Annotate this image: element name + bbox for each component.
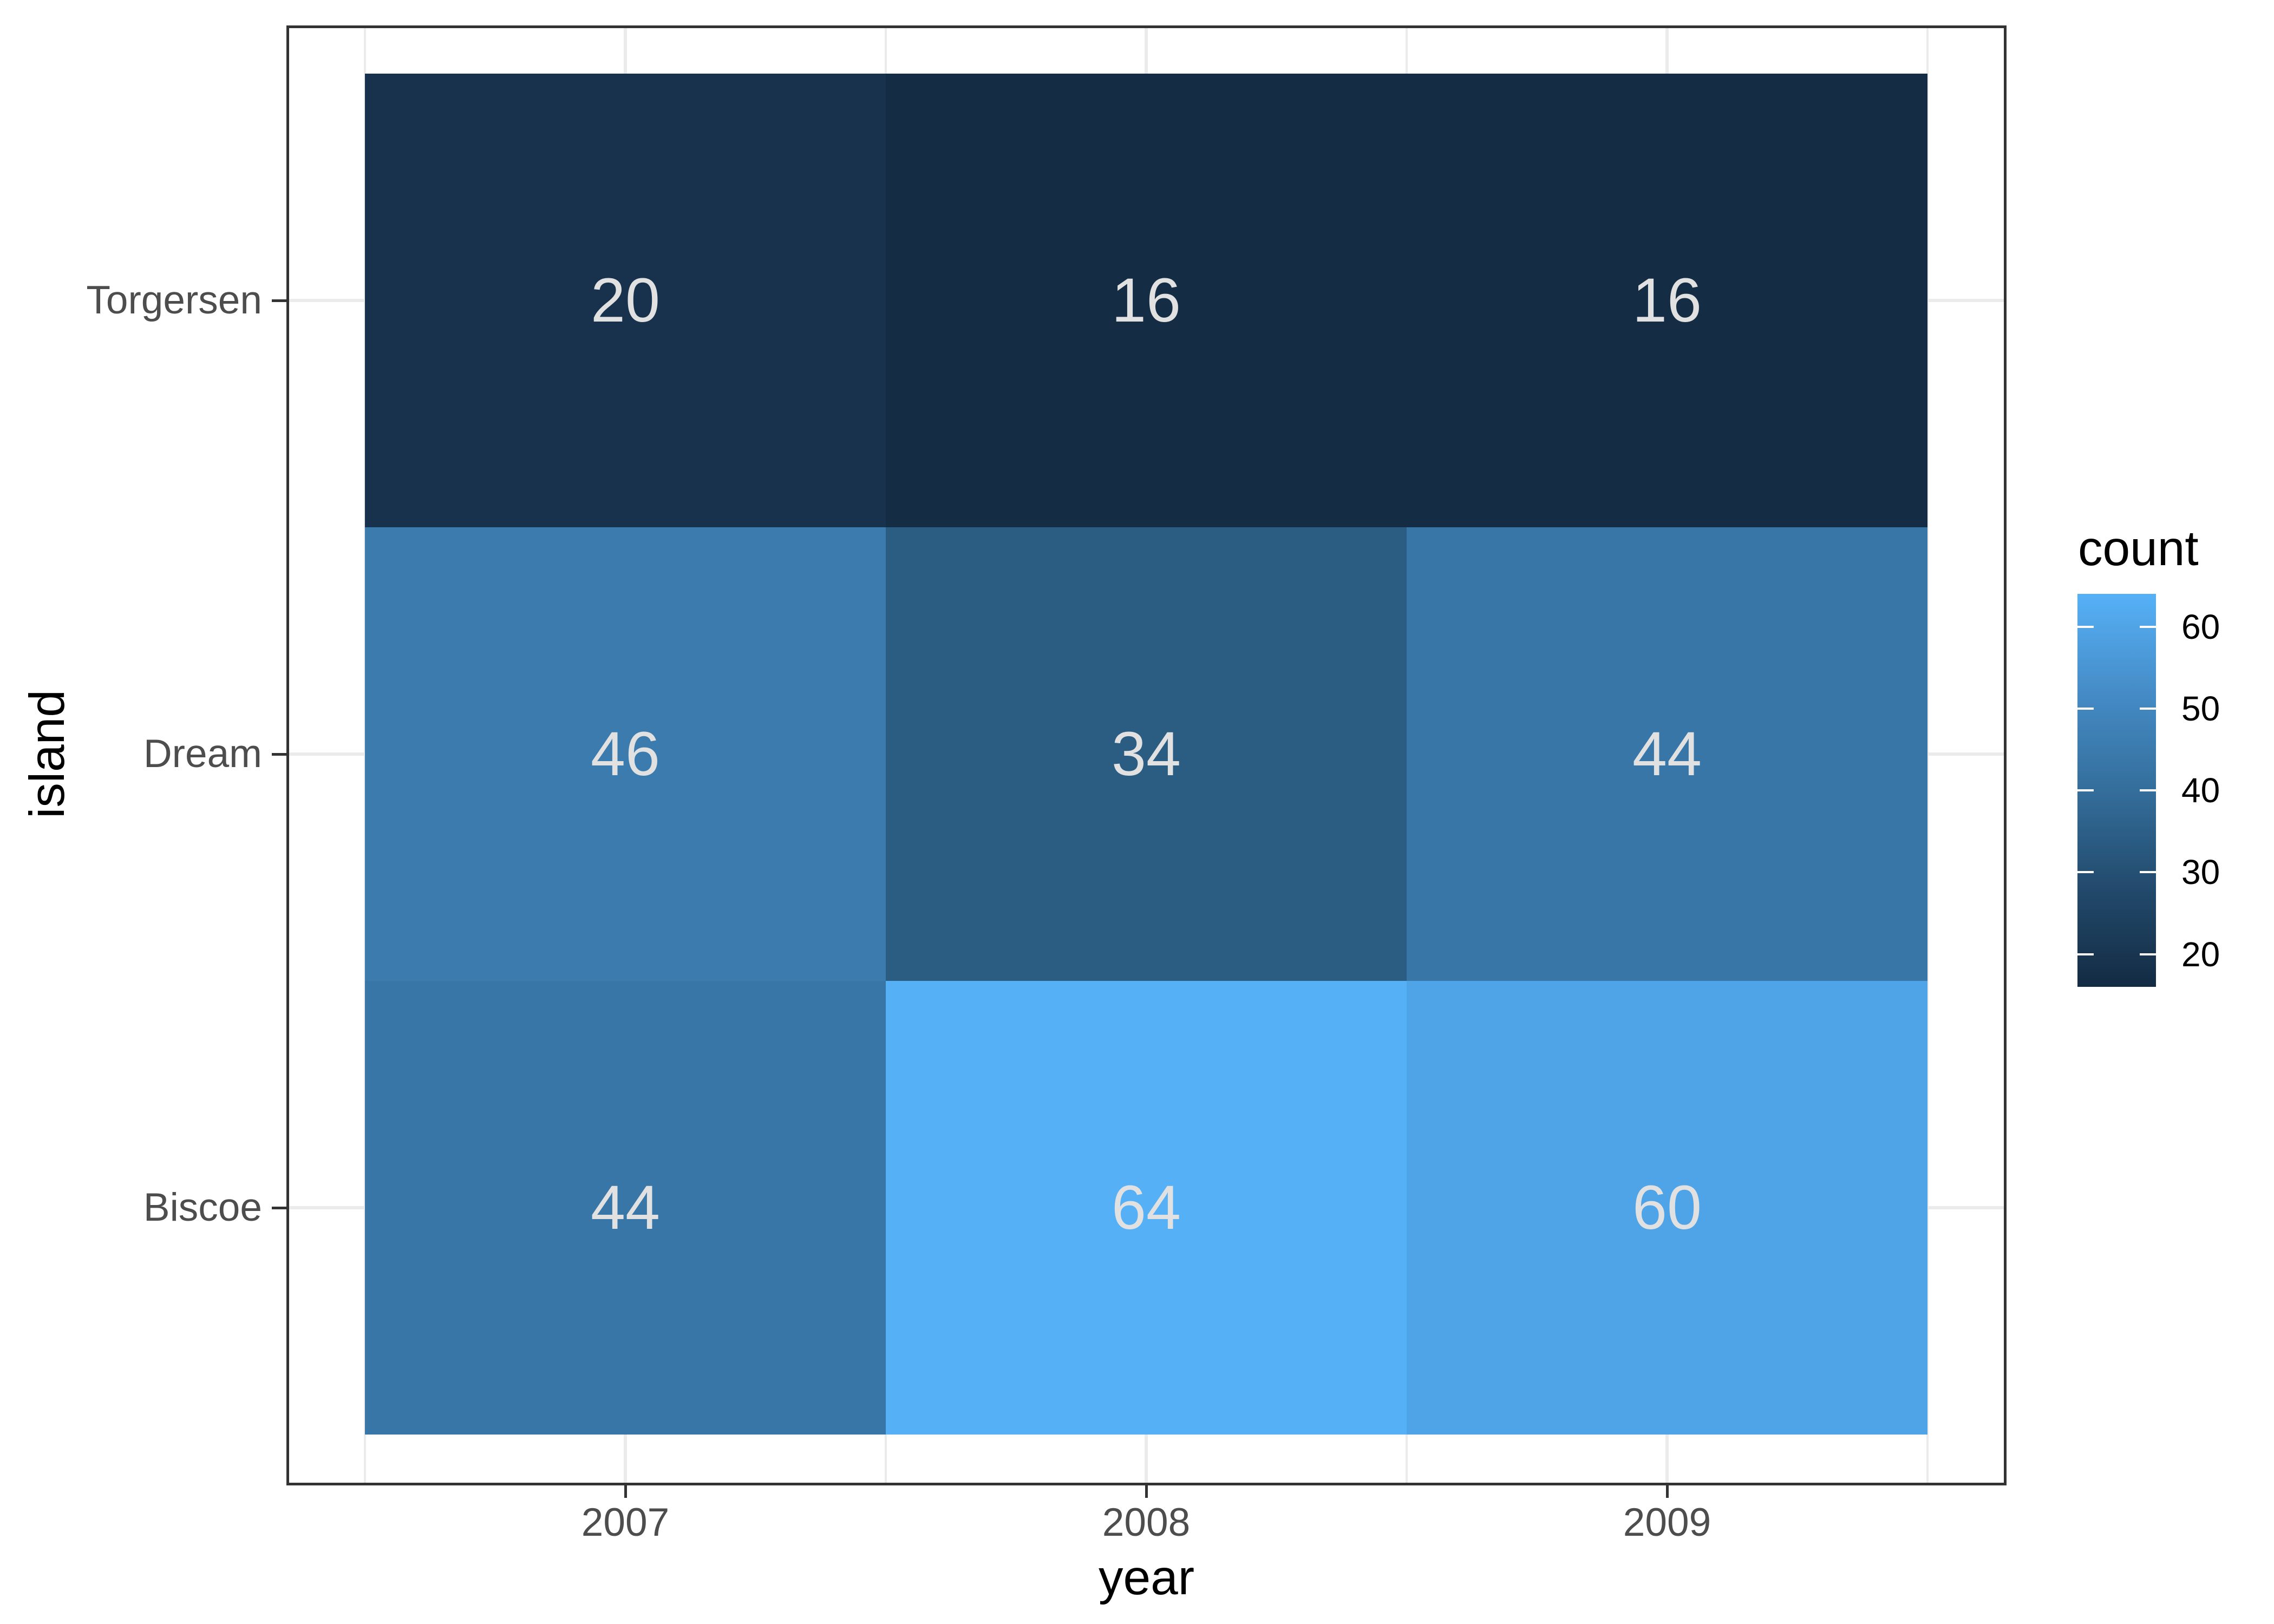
tile-value-label: 20 [591,265,660,335]
heatmap-tile-dream-2009: 44 [1407,527,1927,981]
legend-tick-mark [2077,707,2094,710]
legend-tick-mark [2140,953,2156,955]
y-axis-title: island [20,690,75,818]
heatmap-tile-biscoe-2008: 64 [886,981,1407,1435]
x-axis-title: year [1098,1550,1195,1605]
tile-value-label: 64 [1112,1173,1181,1242]
heatmap-tile-dream-2007: 46 [365,527,886,981]
legend-tick-label: 20 [2181,934,2220,974]
x-tick-label: 2008 [1102,1501,1191,1544]
legend-tick-mark [2077,625,2094,628]
tile-value-label: 44 [591,1173,660,1242]
y-tick-label: Biscoe [143,1186,262,1229]
legend-tick-mark [2077,953,2094,955]
y-tick-mark [272,1206,286,1209]
heatmap-tile-biscoe-2007: 44 [365,981,886,1435]
legend-tick-mark [2140,789,2156,791]
legend-title: count [2078,521,2199,576]
legend-tick-label: 50 [2181,689,2220,728]
legend-tick-mark [2140,707,2156,710]
legend-tick-mark [2140,871,2156,874]
heatmap-tile-torgersen-2008: 16 [886,74,1407,527]
y-tick-label: Torgersen [86,278,262,322]
x-tick-mark [1145,1485,1148,1498]
x-tick-mark [1665,1485,1669,1498]
heatmap-tile-biscoe-2009: 60 [1407,981,1927,1435]
y-tick-mark [272,752,286,756]
tile-value-label: 16 [1112,265,1181,335]
legend-tick-label: 30 [2181,853,2220,892]
legend-tick-mark [2077,871,2094,874]
legend-tick-mark [2140,625,2156,628]
tile-value-label: 44 [1632,719,1702,789]
tile-value-label: 60 [1632,1173,1702,1242]
x-tick-mark [624,1485,627,1498]
tile-value-label: 46 [591,719,660,789]
tile-value-label: 34 [1112,719,1181,789]
y-tick-label: Dream [143,732,262,776]
y-tick-mark [272,299,286,302]
legend-tick-label: 40 [2181,771,2220,810]
x-tick-label: 2007 [581,1501,670,1544]
legend-tick-mark [2077,789,2094,791]
x-tick-label: 2009 [1623,1501,1711,1544]
heatmap-tile-torgersen-2009: 16 [1407,74,1927,527]
tile-value-label: 16 [1632,265,1702,335]
legend-tick-label: 60 [2181,607,2220,646]
heatmap-tile-dream-2008: 34 [886,527,1407,981]
heatmap-tile-torgersen-2007: 20 [365,74,886,527]
